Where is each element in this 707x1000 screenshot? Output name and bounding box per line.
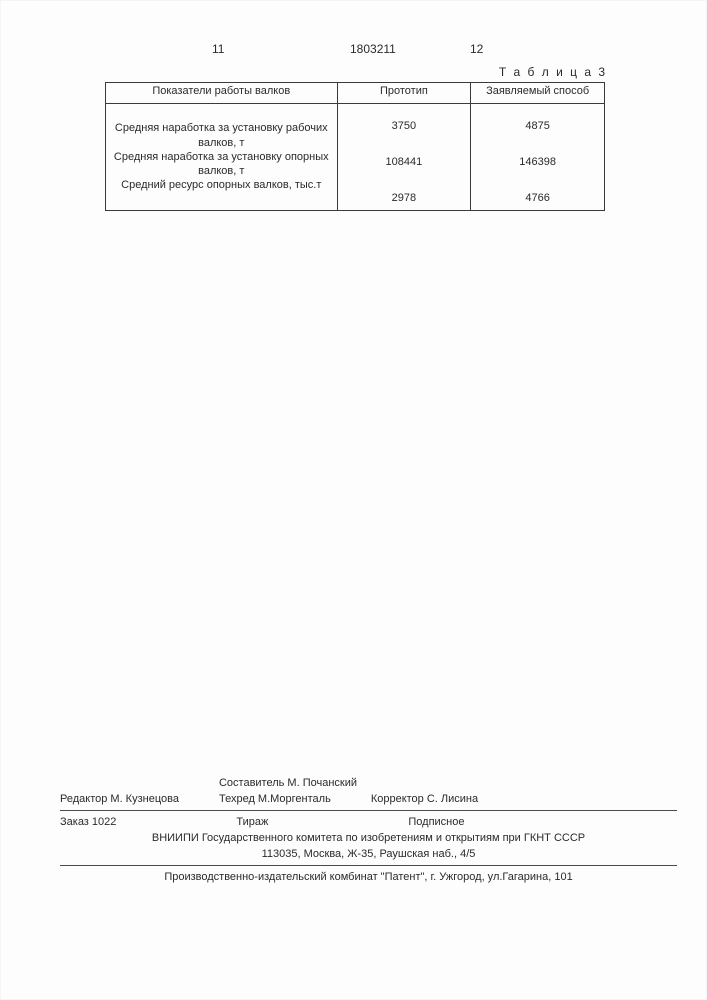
cell-proto: 2978 [344, 181, 465, 207]
col-header-claimed: Заявляемый способ [471, 83, 605, 104]
page-number-right: 12 [470, 42, 483, 56]
org-line-2: 113035, Москва, Ж-35, Раушская наб., 4/5 [60, 846, 677, 862]
subscription: Подписное [408, 816, 464, 828]
printer-line: Производственно-издательский комбинат "П… [60, 869, 677, 885]
cell-proto: 3750 [344, 107, 465, 145]
table-row: Средняя наработка за установку рабочих в… [106, 104, 605, 211]
order-number: Заказ 1022 [60, 816, 116, 828]
cell-claimed: 4875 [477, 107, 598, 145]
page: 11 1803211 12 Т а б л и ц а 3 Показатели… [0, 0, 707, 1000]
compiler-line: Редактор М. Кузнецова Составитель М. Поч… [60, 775, 677, 791]
table-header-row: Показатели работы валков Прототип Заявля… [106, 83, 605, 104]
editor: Редактор М. Кузнецова [60, 793, 179, 805]
org-line-1: ВНИИПИ Государственного комитета по изоб… [60, 830, 677, 846]
divider [60, 810, 677, 811]
row-label: Средняя наработка за установку рабочих в… [112, 121, 331, 150]
document-number: 1803211 [350, 42, 396, 56]
row-label: Средний ресурс опорных валков, тыс.т [112, 178, 331, 192]
cell-claimed: 146398 [477, 145, 598, 181]
col-header-prototype: Прототип [337, 83, 471, 104]
page-number-left: 11 [212, 42, 224, 56]
roll-performance-table: Показатели работы валков Прототип Заявля… [105, 82, 605, 211]
circulation: Тираж [236, 816, 268, 828]
col-header-indicator: Показатели работы валков [106, 83, 338, 104]
corrector: Корректор С. Лисина [371, 793, 478, 805]
table-caption: Т а б л и ц а 3 [499, 65, 607, 79]
imprint-block: Редактор М. Кузнецова Составитель М. Поч… [60, 775, 677, 885]
row-label: Средняя наработка за установку опорных в… [112, 150, 331, 179]
order-line: Заказ 1022 Тираж Подписное [60, 814, 677, 830]
techred: Техред М.Моргенталь [219, 793, 331, 805]
cell-claimed: 4766 [477, 181, 598, 207]
divider [60, 865, 677, 866]
credits-line: Редактор М. Кузнецова Техред М.Моргентал… [60, 791, 677, 807]
cell-proto: 108441 [344, 145, 465, 181]
compiler: Составитель М. Почанский [219, 777, 357, 789]
